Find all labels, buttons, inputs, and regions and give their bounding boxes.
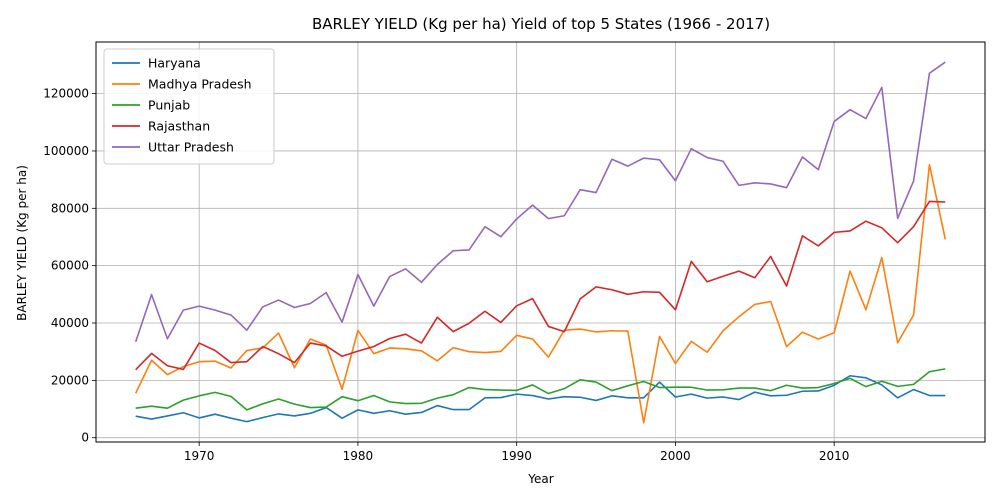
chart-title: BARLEY YIELD (Kg per ha) Yield of top 5 …	[312, 15, 770, 33]
legend-label-rajasthan: Rajasthan	[148, 119, 210, 134]
x-tick-label: 2010	[819, 449, 850, 463]
x-tick-label: 2000	[660, 449, 691, 463]
legend-label-uttar-pradesh: Uttar Pradesh	[148, 140, 234, 155]
legend-label-punjab: Punjab	[148, 98, 190, 113]
series-line-haryana	[135, 374, 946, 423]
series-line-uttar-pradesh	[134, 61, 946, 343]
legend-box	[103, 48, 275, 165]
x-axis-label: Year	[527, 472, 553, 486]
grid	[96, 42, 985, 442]
y-axis-label: BARLEY YIELD (Kg per ha)	[15, 165, 29, 321]
x-tick-label: 1980	[343, 449, 374, 463]
y-tick-label: 20000	[51, 373, 89, 387]
y-tick-label: 40000	[51, 316, 89, 330]
legend-label-haryana: Haryana	[148, 56, 201, 71]
series-line-punjab	[135, 368, 946, 411]
y-tick-label: 100000	[43, 144, 89, 158]
plot-frame	[95, 41, 986, 443]
series-lines	[134, 61, 947, 424]
legend: Haryana Madhya Pradesh Punjab Rajasthan Utta…	[103, 48, 275, 165]
y-tick-label: 0	[81, 431, 89, 445]
x-tick-label: 1970	[184, 449, 215, 463]
series-line-rajasthan	[135, 200, 946, 371]
y-tick-label: 80000	[51, 201, 89, 215]
y-tick-label: 60000	[51, 259, 89, 273]
legend-label-madhya-pradesh: Madhya Pradesh	[148, 77, 252, 92]
x-axis-ticks: 1970 1980 1990 2000 2010	[184, 442, 850, 463]
y-axis-ticks: 0 20000 40000 60000 80000 100000 120000	[43, 87, 96, 445]
x-tick-label: 1990	[501, 449, 532, 463]
series-line-madhya-pradesh	[134, 163, 947, 424]
y-tick-label: 120000	[43, 87, 89, 101]
